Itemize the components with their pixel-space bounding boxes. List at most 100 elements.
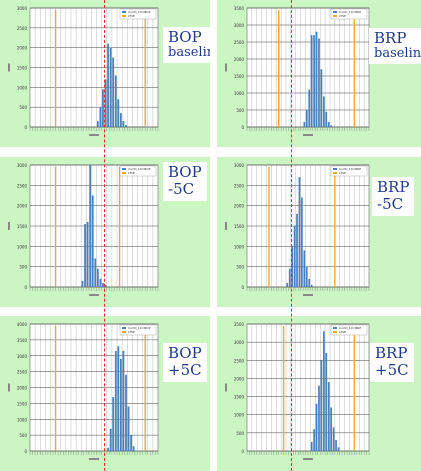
y-tick-label: 0 — [241, 449, 244, 454]
y-tick-label: 1000 — [234, 91, 245, 96]
histogram-bar — [335, 440, 337, 451]
legend-box — [330, 324, 368, 336]
y-tick-label: 3500 — [17, 338, 28, 343]
legend-box — [119, 8, 157, 20]
histogram-bop-plus5c: 0 500 1000 1500 2000 2500 3000 3500 4000 CurlD_10… — [8, 322, 159, 460]
reference-line — [291, 0, 292, 471]
histogram-bar — [117, 346, 120, 451]
panel-label-line-2: -5C — [168, 180, 195, 199]
y-tick-label: 4000 — [17, 322, 28, 327]
histogram-bar — [96, 268, 99, 287]
histogram-bar — [310, 284, 313, 287]
legend-swatch — [122, 15, 126, 17]
legend-entry: LTSE — [339, 330, 346, 334]
y-axis-caption-mark — [225, 222, 227, 230]
panel-label-line-1: BRP — [375, 344, 408, 362]
y-tick-label: 3500 — [234, 6, 245, 11]
y-tick-label: 500 — [19, 105, 27, 110]
panel-label-line-1: BOP — [168, 28, 202, 46]
histogram-bar — [286, 282, 289, 287]
y-tick-label: 500 — [236, 431, 244, 436]
histogram-bar — [303, 250, 306, 287]
y-tick-label: 2500 — [234, 183, 245, 188]
y-tick-label: 3000 — [234, 340, 245, 345]
histogram-bar — [318, 385, 320, 451]
x-axis-caption-mark — [89, 134, 99, 136]
histogram-bar — [112, 397, 115, 451]
y-tick-label: 1500 — [17, 401, 28, 406]
histogram-bar — [84, 223, 86, 287]
legend-swatch — [122, 168, 126, 170]
y-tick-label: 1500 — [234, 395, 245, 400]
histogram-bar — [81, 280, 84, 287]
panel-label-line-2: baseline — [168, 45, 210, 61]
histogram-bar — [320, 360, 323, 451]
histogram-bar — [332, 427, 335, 451]
histogram-bar — [107, 43, 109, 128]
y-tick-label: 3000 — [17, 6, 28, 11]
panel-label-bop-minus5c: BOP -5C — [163, 162, 207, 201]
x-axis-caption-mark — [89, 458, 99, 460]
panel-label-bop-plus5c: BOP +5C — [163, 343, 207, 382]
y-tick-label: 1500 — [17, 224, 28, 229]
legend-entry: LTSE — [339, 14, 346, 18]
histogram-bar — [325, 111, 328, 127]
legend-entry: LTSE — [128, 14, 135, 18]
histogram-bar — [330, 407, 333, 451]
histogram-bar — [119, 113, 122, 127]
histogram-bar — [94, 258, 97, 287]
y-tick-label: 500 — [236, 108, 244, 113]
legend-swatch — [333, 172, 337, 174]
histogram-bar — [127, 406, 130, 451]
y-tick-label: 3000 — [234, 23, 245, 28]
legend-swatch — [122, 11, 126, 13]
legend-swatch — [122, 331, 126, 333]
histogram-bar — [104, 284, 107, 287]
histogram-bar — [130, 435, 133, 451]
histogram-bar — [330, 125, 333, 127]
histogram-bar — [99, 278, 102, 287]
histogram-bar — [303, 121, 306, 127]
legend-entry: CurlD_10=BRP — [339, 10, 361, 14]
histogram-bar — [327, 382, 330, 451]
x-axis-caption-mark — [303, 458, 313, 460]
histogram-bar — [122, 350, 125, 451]
plot-area — [246, 7, 370, 128]
histogram-bar — [315, 403, 318, 451]
histogram-bar — [117, 99, 120, 127]
panel-label-bop-baseline: BOP baseline — [163, 27, 210, 64]
legend-box — [119, 165, 157, 177]
legend-entry: CurlD_10=BOP — [128, 167, 151, 171]
histogram-bar — [114, 350, 117, 451]
histogram-brp-plus5c: 0 500 1000 1500 2000 2500 3000 3500 CurlD_10=BRP… — [225, 322, 370, 460]
y-tick-label: 0 — [241, 285, 244, 290]
legend-entry: CurlD_10=BOP — [128, 326, 151, 330]
histogram-bar — [298, 177, 301, 287]
histogram-bar — [296, 213, 298, 287]
y-tick-label: 500 — [236, 265, 244, 270]
legend-swatch — [333, 331, 337, 333]
legend-swatch — [122, 172, 126, 174]
y-tick-label: 2500 — [17, 183, 28, 188]
histogram-bar — [308, 278, 311, 287]
histogram-bar — [86, 221, 89, 287]
legend-box — [330, 165, 368, 177]
histogram-bar — [291, 246, 293, 287]
histogram-bar — [293, 226, 296, 287]
histogram-bar — [320, 69, 323, 127]
y-axis-caption-mark — [8, 383, 10, 392]
y-tick-label: 2000 — [234, 376, 245, 381]
chart-panel-brp-minus5c: 0 500 1000 1500 2000 2500 3000 CurlD_10=BRP LTSE… — [217, 157, 421, 307]
y-axis-caption-mark — [225, 63, 227, 72]
y-tick-label: 1500 — [234, 224, 245, 229]
y-tick-label: 2000 — [234, 204, 245, 209]
histogram-bar — [114, 75, 117, 127]
y-tick-label: 0 — [24, 449, 27, 454]
y-tick-label: 2500 — [17, 26, 28, 31]
y-tick-label: 1000 — [234, 244, 245, 249]
y-tick-label: 3000 — [17, 354, 28, 359]
legend-entry: LTSE — [128, 171, 135, 175]
